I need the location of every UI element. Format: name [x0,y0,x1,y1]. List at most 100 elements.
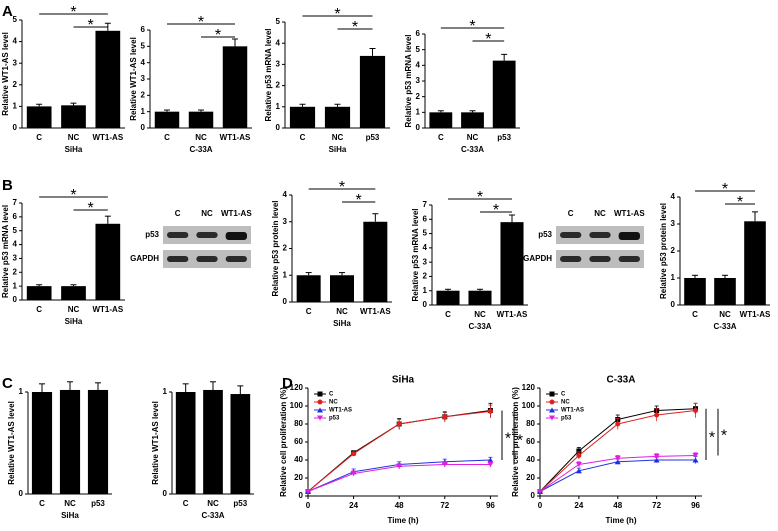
x-tick-label: C [300,133,306,142]
y-axis-label: Relative p53 mRNA level [264,28,273,121]
y-axis-label: Relative WT1-AS level [1,32,10,116]
y-tick-label: 2 [671,246,676,255]
x-tick-label: WT1-AS [360,307,391,316]
y-axis-label: Relative WT1-AS level [129,37,138,121]
point [576,453,582,458]
chart-title: C-33A [607,375,636,386]
x-axis-label: SiHa [333,319,351,328]
significance-star: * [215,27,221,44]
y-tick-label: 4 [13,240,18,249]
x-axis-label: SiHa [61,511,79,520]
bar [203,389,223,494]
legend-marker [317,399,323,405]
y-tick-label: 6 [141,25,146,34]
bar [61,286,86,300]
point [653,457,660,463]
y-tick-label: 1 [19,387,24,396]
significance-star: * [88,17,94,34]
x-tick-label: WT1-AS [92,133,123,142]
significance-star: * [352,19,358,36]
y-tick-label: 1 [141,107,146,116]
y-tick-label: 3 [276,60,281,69]
lane-label: C [175,209,181,218]
bar [31,392,53,494]
y-tick-label: 0 [531,491,536,500]
point [692,453,699,458]
blot-band [618,256,640,262]
y-tick-label: 4 [671,192,676,201]
panel-label: B [2,177,13,194]
bar [684,278,706,305]
y-tick-label: 0 [671,300,676,309]
y-axis-label: Relative p53 mRNA level [404,34,413,127]
bar [492,60,516,129]
y-tick-label: 3 [283,217,288,226]
bar [744,221,766,305]
x-tick-label: WT1-AS [220,133,251,142]
y-tick-label: 60 [526,437,535,446]
point [442,414,448,420]
x-axis-label: C-33A [468,322,491,331]
y-tick-label: 3 [141,74,146,83]
bar [230,394,251,494]
lane-label: NC [201,209,213,218]
x-axis-label: C-33A [713,322,736,331]
x-tick-label: 24 [349,501,358,510]
y-tick-label: 2 [283,244,288,253]
x-tick-label: NC [474,310,486,319]
x-tick-label: p53 [91,499,105,508]
x-tick-label: WT1-AS [92,305,123,314]
x-tick-label: p53 [366,133,380,142]
bar [59,389,81,494]
bar [714,278,736,305]
y-tick-label: 5 [13,15,18,24]
y-tick-label: 1 [13,281,18,290]
blot-band [589,232,611,238]
y-tick-label: 1 [163,387,168,396]
y-tick-label: 3 [13,58,18,67]
x-tick-label: C [692,310,698,319]
y-axis-label: Relative p53 protein level [271,200,280,296]
y-tick-label: 5 [141,41,146,50]
point [487,408,493,414]
point [614,459,621,465]
bar [330,275,354,302]
point [615,421,621,427]
x-axis-label: C-33A [189,145,212,154]
significance-star: * [493,202,499,219]
point [693,408,699,413]
y-tick-label: 4 [423,243,428,252]
x-tick-label: NC [64,499,76,508]
y-tick-label: 1 [671,273,676,282]
significance-star: * [721,427,727,444]
bar [324,106,351,128]
y-tick-label: 2 [13,267,18,276]
significance-star: * [737,194,743,211]
x-axis-label: SiHa [65,317,83,326]
x-tick-label: C [445,310,451,319]
y-tick-label: 20 [526,473,535,482]
x-tick-label: NC [336,307,348,316]
y-tick-label: 4 [141,58,146,67]
bar [95,30,121,128]
legend-label: WT1-AS [561,408,584,414]
significance-star: * [88,200,94,217]
x-tick-label: 96 [486,501,495,510]
x-tick-label: 24 [574,501,583,510]
row-label: p53 [145,230,159,239]
point [576,448,582,454]
y-tick-label: 0 [283,297,288,306]
y-tick-label: 0 [276,123,281,132]
significance-star: * [70,187,76,204]
y-axis-label: Relative p53 protein level [659,203,668,299]
y-tick-label: 0 [13,295,18,304]
legend-label: NC [329,400,338,406]
y-tick-label: 20 [294,473,303,482]
x-tick-label: NC [207,499,219,508]
x-tick-label: NC [332,133,344,142]
y-tick-label: 6 [423,214,428,223]
legend-label: C [561,392,566,398]
y-tick-label: 0 [19,489,24,498]
legend-label: WT1-AS [329,408,352,414]
point [692,457,699,463]
